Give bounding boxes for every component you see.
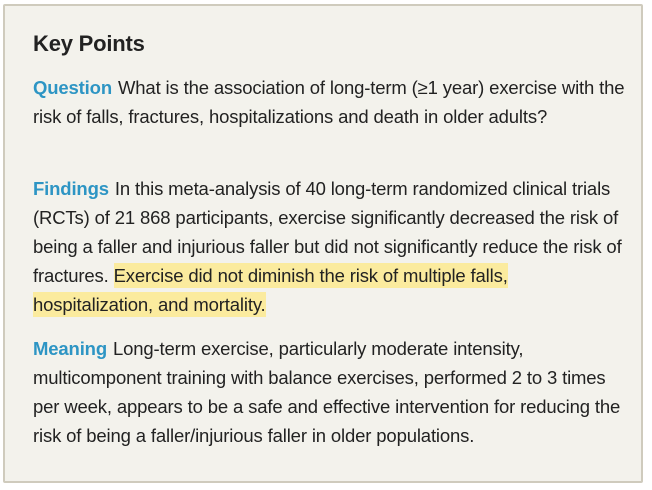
findings-text: In this meta-analysis of 40 long-term ra… <box>33 178 622 286</box>
meaning-label: Meaning <box>33 338 107 359</box>
meaning-section: Meaning Long-term exercise, particularly … <box>33 334 625 450</box>
key-points-title: Key Points <box>33 31 145 56</box>
key-points-card <box>3 4 643 483</box>
meaning-text: Long-term exercise, particularly moderat… <box>33 338 621 446</box>
findings-label: Findings <box>33 178 109 199</box>
question-text: What is the association of long-term (≥1… <box>33 77 625 127</box>
question-section: Question What is the association of long-… <box>33 73 625 131</box>
findings-section: Findings In this meta-analysis of 40 long… <box>33 174 625 319</box>
question-label: Question <box>33 77 112 98</box>
